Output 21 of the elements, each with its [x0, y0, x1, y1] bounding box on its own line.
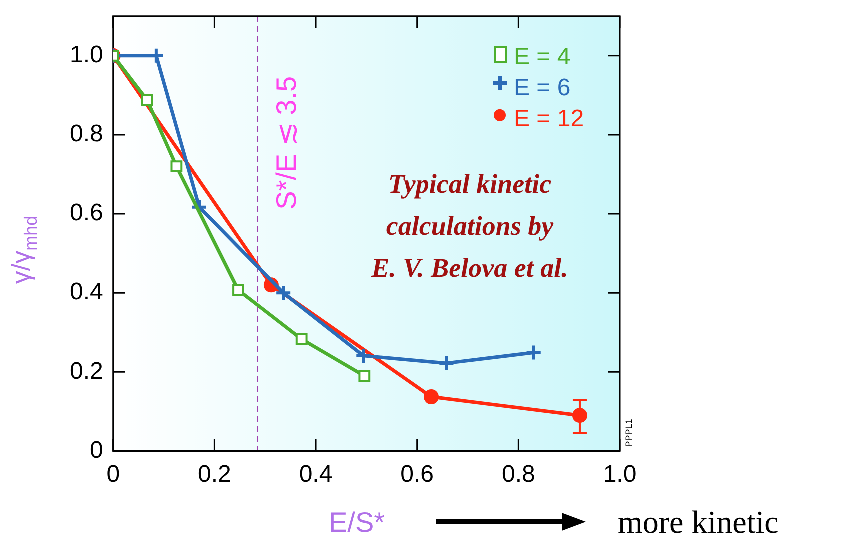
x-tick-label: 0.4 — [299, 461, 333, 488]
y-tick-label: 0.8 — [70, 120, 104, 148]
legend-label: E = 4 — [514, 43, 571, 70]
ref-line-label: S*/E ≲ 3.5 — [270, 76, 302, 210]
y-tick-label: 0 — [90, 436, 104, 464]
x-axis-title: E/S* — [328, 507, 386, 538]
y-tick-label: 0.2 — [70, 358, 104, 385]
x-tick-label: 0.6 — [400, 461, 434, 488]
y-tick-label: 0.4 — [70, 278, 104, 306]
text: more kinetic — [618, 504, 779, 540]
text: PPPL1 — [624, 419, 634, 448]
legend-label: E = 6 — [514, 74, 571, 102]
x-tick-label: 0 — [106, 461, 120, 488]
y-tick-label: 0.6 — [70, 200, 104, 227]
legend-label: E = 12 — [514, 105, 584, 132]
y-axis-title: γ/γmhd — [6, 216, 41, 284]
x-tick-label: 0.2 — [198, 461, 232, 488]
y-tick-label: 1.0 — [70, 42, 104, 69]
x-tick-label: 0.8 — [502, 461, 536, 488]
annotation: Typical kinetic calculations by E. V. Belova et al. — [370, 169, 568, 283]
x-tick-label: 1.0 — [603, 461, 637, 488]
